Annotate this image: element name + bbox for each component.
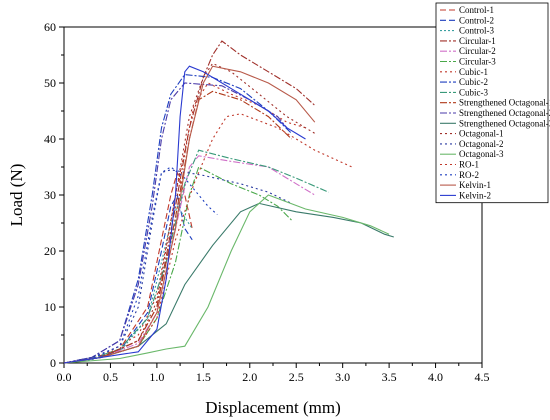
series-line-4 — [63, 40, 316, 364]
series-line-5 — [63, 155, 316, 364]
legend-label: Circular-2 — [459, 46, 496, 56]
series-line-16 — [63, 113, 353, 364]
legend-label: Circular-3 — [459, 57, 496, 67]
legend-label: Cubic-3 — [459, 87, 488, 97]
series-line-13 — [63, 62, 316, 364]
y-tick-label: 50 — [44, 76, 56, 90]
y-tick-label: 40 — [44, 132, 56, 146]
series-line-2 — [63, 193, 193, 364]
legend-label: Cubic-1 — [459, 67, 488, 77]
x-tick-label: 1.5 — [196, 370, 211, 384]
series-line-7 — [63, 82, 306, 364]
x-tick-label: 1.0 — [149, 370, 164, 384]
series-line-15 — [63, 194, 390, 364]
legend-label: Circular-1 — [459, 36, 496, 46]
axes: 0.0 0.5 1.0 1.5 2.0 2.5 3.0 3.5 4.0 4.5 0 10 20 30 40 5… — [44, 20, 490, 384]
legend-label: Control-3 — [459, 26, 494, 36]
x-tick-label: 3.0 — [335, 370, 350, 384]
series-line-10 — [63, 90, 292, 364]
series-line-9 — [63, 149, 329, 364]
series-line-1 — [63, 170, 193, 364]
y-tick-label: 10 — [44, 300, 56, 314]
y-axis-title: Load (N) — [7, 164, 26, 227]
x-tick-label: 0.0 — [57, 370, 72, 384]
legend-label: Kelvin-2 — [459, 190, 491, 200]
legend-label: Control-2 — [459, 15, 494, 25]
legend-label: Kelvin-1 — [459, 180, 491, 190]
legend-label: Octagonal-2 — [459, 139, 503, 149]
x-tick-label: 2.0 — [242, 370, 257, 384]
legend-label: Strengthened Octagonal-1 — [459, 98, 550, 108]
legend-label: Strengthened Octagonal-2 — [459, 108, 550, 118]
series-line-19 — [63, 65, 306, 364]
y-tick-label: 60 — [44, 20, 56, 34]
legend-label: Octagonal-3 — [459, 149, 504, 159]
legend: Control-1Control-2Control-3Circular-1Cir… — [435, 2, 550, 204]
x-tick-label: 0.5 — [103, 370, 118, 384]
series-line-6 — [63, 166, 292, 364]
legend-label: RO-1 — [459, 160, 479, 170]
legend-label: Octagonal-1 — [459, 129, 503, 139]
x-tick-label: 4.0 — [428, 370, 443, 384]
plot-frame — [63, 26, 483, 364]
y-tick-label: 20 — [44, 244, 56, 258]
x-axis-title: Displacement (mm) — [205, 398, 341, 417]
y-tick-label: 0 — [50, 356, 56, 370]
y-tick-label: 30 — [44, 188, 56, 202]
series-line-18 — [63, 65, 316, 364]
x-tick-label: 2.5 — [289, 370, 304, 384]
legend-label: RO-2 — [459, 170, 479, 180]
legend-label: Strengthened Octagonal-3 — [459, 118, 550, 128]
plot-area — [63, 40, 394, 364]
x-tick-label: 3.5 — [382, 370, 397, 384]
x-tick-label: 4.5 — [475, 370, 490, 384]
legend-label: Cubic-2 — [459, 77, 488, 87]
series-line-12 — [63, 202, 394, 364]
legend-label: Control-1 — [459, 5, 494, 15]
